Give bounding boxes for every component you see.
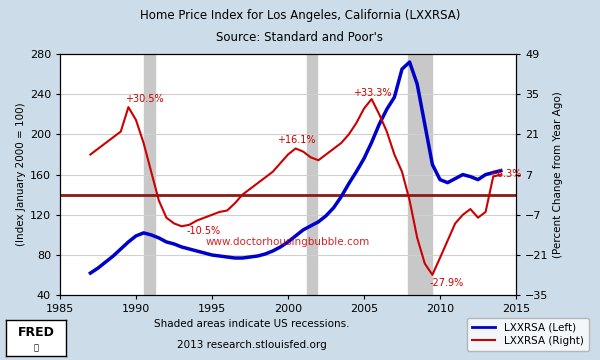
Text: 📈: 📈 bbox=[34, 343, 38, 352]
Text: Source: Standard and Poor's: Source: Standard and Poor's bbox=[217, 31, 383, 44]
Y-axis label: (Index January 2000 = 100): (Index January 2000 = 100) bbox=[16, 103, 26, 246]
Text: +30.5%: +30.5% bbox=[125, 94, 164, 104]
Text: 2013 research.stlouisfed.org: 2013 research.stlouisfed.org bbox=[177, 340, 327, 350]
Bar bbox=[408, 54, 433, 295]
Text: +33.3%: +33.3% bbox=[353, 88, 392, 98]
Legend: LXXRSA (Left), LXXRSA (Right): LXXRSA (Left), LXXRSA (Right) bbox=[467, 318, 589, 351]
Text: www.doctorhousingbubble.com: www.doctorhousingbubble.com bbox=[206, 237, 370, 247]
Text: -10.5%: -10.5% bbox=[186, 226, 220, 235]
Text: FRED: FRED bbox=[17, 327, 55, 339]
Bar bbox=[143, 54, 155, 295]
Text: Home Price Index for Los Angeles, California (LXXRSA): Home Price Index for Los Angeles, Califo… bbox=[140, 9, 460, 22]
Y-axis label: (Percent Change from Year Ago): (Percent Change from Year Ago) bbox=[553, 91, 563, 258]
Text: +6.3%: +6.3% bbox=[488, 169, 521, 179]
Text: -27.9%: -27.9% bbox=[430, 278, 464, 288]
Text: Shaded areas indicate US recessions.: Shaded areas indicate US recessions. bbox=[154, 319, 350, 329]
Bar bbox=[307, 54, 317, 295]
Text: +16.1%: +16.1% bbox=[277, 135, 316, 145]
